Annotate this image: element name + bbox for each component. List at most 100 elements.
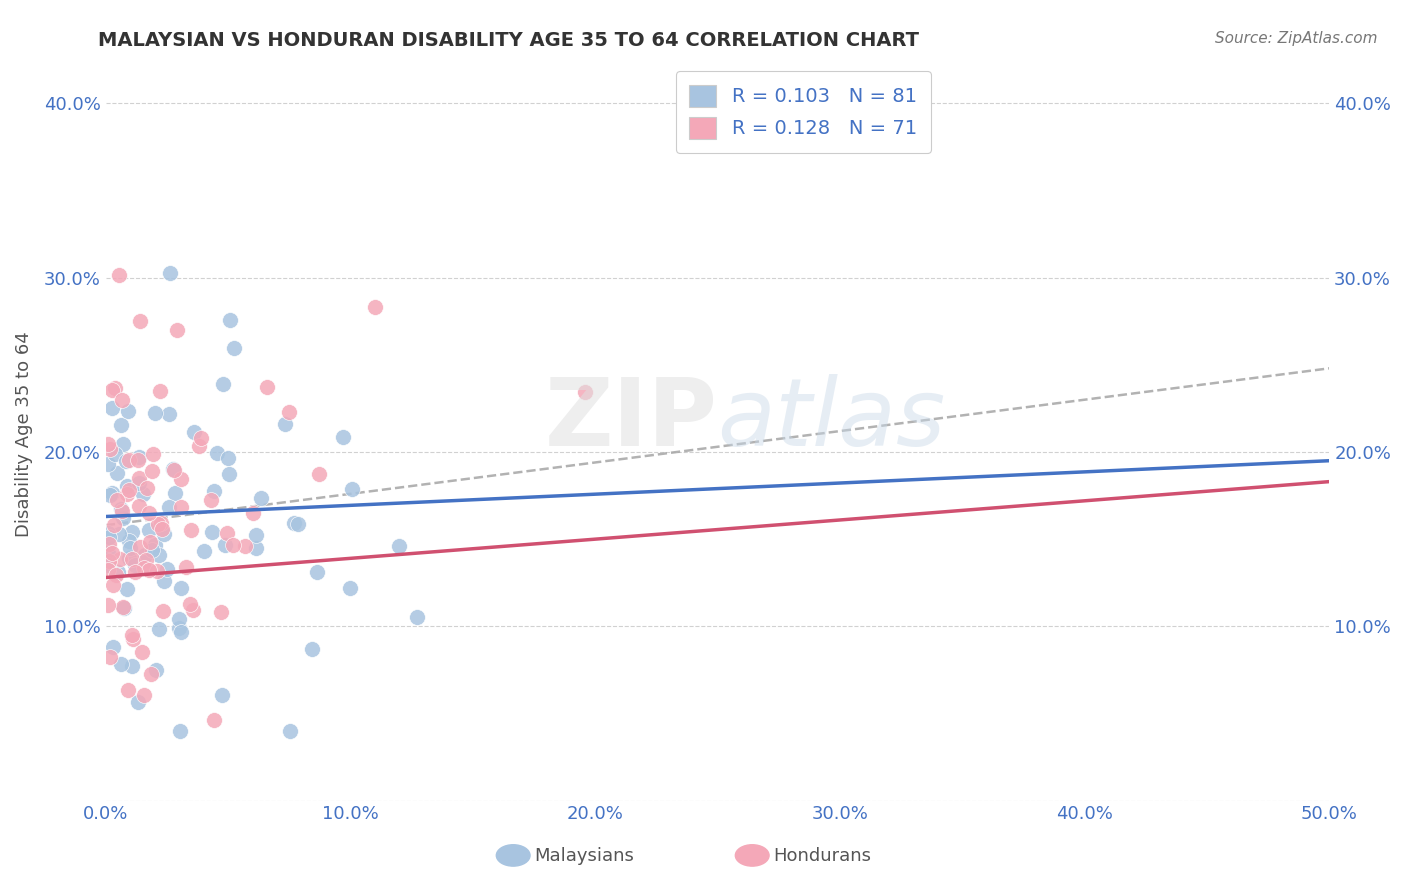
Point xyxy=(388,539,411,553)
Point xyxy=(108,268,131,283)
Point xyxy=(97,558,120,572)
Point xyxy=(121,659,143,673)
Point xyxy=(115,487,138,501)
Point xyxy=(156,562,179,576)
Point xyxy=(305,566,328,580)
Point xyxy=(308,467,330,481)
Point xyxy=(134,548,156,562)
Y-axis label: Disability Age 35 to 64: Disability Age 35 to 64 xyxy=(15,332,32,538)
Point xyxy=(165,486,187,500)
Point xyxy=(205,446,228,460)
Point xyxy=(167,611,190,625)
Point xyxy=(215,526,238,541)
Point xyxy=(233,540,256,554)
Point xyxy=(146,516,169,531)
Point xyxy=(218,467,240,482)
Point xyxy=(153,527,176,541)
Point xyxy=(138,563,160,577)
Point xyxy=(148,548,170,562)
Point xyxy=(211,376,233,391)
Point xyxy=(127,452,149,467)
Point xyxy=(131,645,153,659)
Point xyxy=(97,526,120,541)
Point xyxy=(141,464,163,478)
Point xyxy=(222,538,245,552)
Point xyxy=(105,492,128,507)
Point xyxy=(121,628,143,642)
Point xyxy=(179,598,201,612)
Point xyxy=(97,563,120,577)
Point xyxy=(128,471,150,485)
Point xyxy=(132,487,155,501)
Point xyxy=(129,314,152,328)
Point xyxy=(166,323,188,337)
Point xyxy=(112,601,135,615)
Point xyxy=(149,384,172,398)
Point xyxy=(132,561,155,575)
Point xyxy=(170,500,193,514)
Point xyxy=(97,457,120,471)
Point xyxy=(169,723,191,738)
Point xyxy=(339,582,361,596)
Point xyxy=(118,483,141,498)
Point xyxy=(406,610,429,624)
Point xyxy=(152,603,174,617)
Point xyxy=(103,518,125,533)
Point xyxy=(145,664,167,678)
Point xyxy=(118,534,141,549)
Text: Malaysians: Malaysians xyxy=(534,847,634,865)
Point xyxy=(121,632,143,647)
Point xyxy=(214,538,236,552)
Point xyxy=(98,537,121,551)
Point xyxy=(138,506,160,520)
Point xyxy=(278,405,301,419)
Text: Source: ZipAtlas.com: Source: ZipAtlas.com xyxy=(1215,31,1378,46)
Point xyxy=(107,565,129,579)
Legend: R = 0.103   N = 81, R = 0.128   N = 71: R = 0.103 N = 81, R = 0.128 N = 71 xyxy=(676,71,931,153)
Point xyxy=(187,439,209,453)
Point xyxy=(111,392,134,407)
Point xyxy=(110,417,132,432)
Point xyxy=(101,401,124,415)
Point xyxy=(101,546,124,560)
Point xyxy=(110,552,132,566)
Point xyxy=(128,450,150,464)
Point xyxy=(242,506,264,520)
Point xyxy=(124,565,146,579)
Point xyxy=(117,551,139,566)
Point xyxy=(115,453,138,467)
Point xyxy=(117,683,139,698)
Point xyxy=(128,500,150,514)
Point xyxy=(139,666,162,681)
Point xyxy=(115,582,138,597)
Point xyxy=(148,622,170,636)
Point xyxy=(202,714,225,728)
Text: MALAYSIAN VS HONDURAN DISABILITY AGE 35 TO 64 CORRELATION CHART: MALAYSIAN VS HONDURAN DISABILITY AGE 35 … xyxy=(98,31,920,50)
Point xyxy=(159,408,181,422)
Point xyxy=(128,475,150,490)
Point xyxy=(127,695,149,709)
Point xyxy=(250,491,273,505)
Point xyxy=(124,558,146,572)
Point xyxy=(108,526,131,541)
Point xyxy=(183,425,205,440)
Point xyxy=(110,657,132,671)
Point xyxy=(97,554,120,568)
Point xyxy=(162,462,184,476)
Point xyxy=(283,516,305,531)
Point xyxy=(190,431,212,445)
Point xyxy=(97,437,120,451)
Point xyxy=(209,605,232,619)
Point xyxy=(138,523,160,537)
Point xyxy=(202,484,225,499)
Point xyxy=(245,541,267,555)
Point xyxy=(98,488,121,502)
Point xyxy=(222,341,245,355)
Point xyxy=(201,524,224,539)
Point xyxy=(218,450,240,465)
Point xyxy=(167,621,190,635)
Point xyxy=(139,535,162,549)
Point xyxy=(274,417,297,432)
Point xyxy=(121,525,143,540)
Point xyxy=(219,313,242,327)
